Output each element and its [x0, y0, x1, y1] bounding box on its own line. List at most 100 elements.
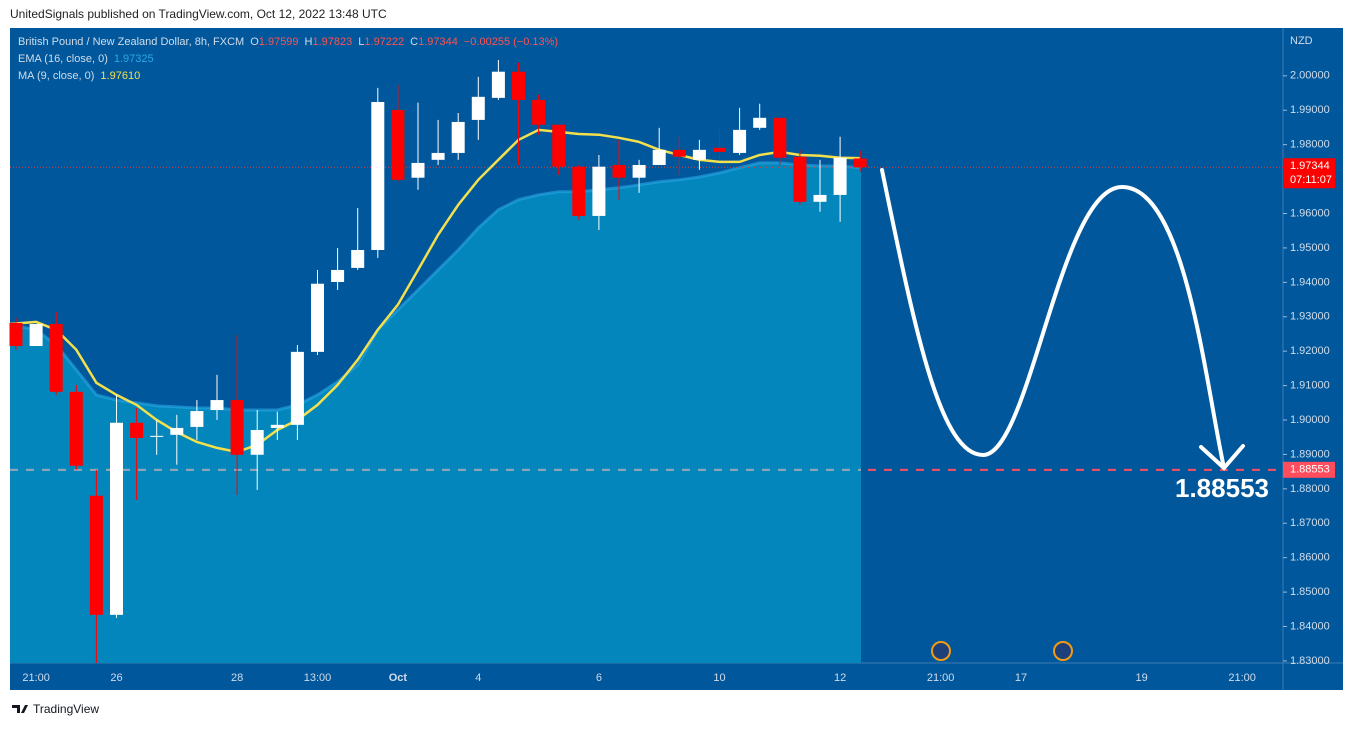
legend-name: MA (9, close, 0) — [18, 70, 94, 82]
legend-name: EMA (16, close, 0) — [18, 53, 108, 65]
y-tick-label: 1.92000 — [1290, 345, 1330, 357]
ohlc-key: C — [410, 36, 418, 48]
change: −0.00255 (−0.13%) — [464, 36, 558, 48]
brand: TradingView — [33, 702, 99, 716]
candle-body — [451, 121, 465, 153]
candle-body — [89, 495, 103, 615]
legend-value: 1.97610 — [100, 70, 140, 82]
candle-body — [69, 391, 83, 466]
candle-body — [592, 166, 606, 216]
candle-body — [572, 166, 586, 216]
candle-body — [431, 152, 445, 160]
y-tick-label: 1.91000 — [1290, 380, 1330, 392]
y-tick-label: 1.88000 — [1290, 483, 1330, 495]
x-tick-label: 4 — [475, 672, 481, 684]
candle-body — [652, 149, 666, 165]
candle-body — [351, 249, 365, 268]
ema-line — [9, 161, 862, 412]
ema-area — [10, 162, 861, 663]
candle-body — [853, 158, 867, 168]
x-tick-label: 6 — [596, 672, 602, 684]
candle-body — [210, 400, 224, 411]
y-tick-label: 1.95000 — [1290, 242, 1330, 254]
ohlc-key: O — [250, 36, 259, 48]
candle-body — [311, 283, 324, 352]
candle-body — [733, 129, 747, 153]
ohlc-value: 1.97823 — [313, 36, 353, 48]
candle-body — [371, 101, 385, 250]
ohlc-value: 1.97222 — [364, 36, 404, 48]
candle-body — [130, 422, 144, 438]
candle-body — [491, 71, 505, 98]
legend: British Pound / New Zealand Dollar, 8h, … — [18, 36, 558, 82]
candle-body — [753, 117, 767, 128]
y-tick-label: 1.98000 — [1290, 139, 1330, 151]
candle-body — [512, 71, 525, 100]
tradingview-logo: TradingView — [12, 702, 99, 716]
candle-body — [110, 422, 123, 615]
x-tick-label: 21:00 — [1228, 672, 1256, 684]
ma-line — [9, 128, 861, 454]
price-label: 1.97344 — [1290, 160, 1330, 172]
y-tick-label: 1.83000 — [1290, 655, 1330, 667]
candle-body — [170, 427, 184, 435]
event-icon[interactable] — [931, 641, 951, 661]
candle-body — [632, 164, 646, 178]
legend-value: 1.97325 — [114, 53, 154, 65]
candle-body — [612, 164, 626, 178]
candle-body — [230, 400, 244, 455]
y-tick-label: 1.85000 — [1290, 586, 1330, 598]
target-label: 1.88553 — [1290, 464, 1330, 476]
candle-body — [552, 124, 566, 167]
y-tick-label: 1.90000 — [1290, 414, 1330, 426]
target-annotation: 1.88553 — [1175, 473, 1269, 503]
x-tick-label: 10 — [713, 672, 725, 684]
x-tick-label: 21:00 — [927, 672, 955, 684]
candle-body — [190, 411, 204, 427]
title: British Pound / New Zealand Dollar, 8h, … — [18, 36, 244, 48]
x-tick-label: 28 — [231, 672, 243, 684]
ohlc-key: H — [305, 36, 313, 48]
x-tick-label: 12 — [834, 672, 846, 684]
x-tick-label: 13:00 — [304, 672, 332, 684]
ohlc-value: 1.97344 — [418, 36, 458, 48]
plot: 1.83000 1.84000 1.85000 1.86000 1.87000 1.880… — [9, 60, 1330, 667]
candle-body — [331, 269, 345, 282]
x-tick-label: 17 — [1015, 672, 1027, 684]
candle-body — [290, 351, 304, 425]
candle-body — [270, 424, 284, 428]
candle-body — [713, 147, 726, 152]
y-tick-label: 2.00000 — [1290, 70, 1330, 82]
x-tick-label: Oct — [389, 672, 408, 684]
event-icon[interactable] — [1053, 641, 1073, 661]
publish-info: UnitedSignals published on TradingView.c… — [10, 7, 387, 21]
candle-body — [471, 96, 485, 120]
x-tick-label: 26 — [110, 672, 122, 684]
target-label-box — [1283, 461, 1335, 478]
x-tick-label: 19 — [1135, 672, 1147, 684]
y-tick-label: 1.87000 — [1290, 517, 1330, 529]
y-tick-label: 1.96000 — [1290, 207, 1330, 219]
currency-label: NZD — [1290, 35, 1313, 47]
candle-body — [833, 157, 847, 195]
candle-body — [29, 323, 43, 347]
candle-body — [9, 322, 23, 347]
symbol-title: British Pound / New Zealand Dollar, 8h, … — [18, 36, 558, 48]
forecast-arrow — [880, 168, 1245, 471]
y-tick-label: 1.84000 — [1290, 620, 1330, 632]
logo-mark — [12, 705, 28, 713]
ma-legend: MA (9, close, 0) 1.97610 — [18, 70, 140, 82]
ohlc-key: L — [358, 36, 364, 48]
countdown: 07:11:07 — [1290, 174, 1332, 186]
price-label-box — [1283, 158, 1335, 189]
x-tick-label: 21:00 — [22, 672, 50, 684]
candle-body — [250, 429, 264, 455]
candle-body — [150, 435, 164, 437]
y-tick-label: 1.99000 — [1290, 104, 1330, 116]
candle-body — [692, 149, 706, 160]
candle-body — [672, 149, 686, 157]
y-tick-label: 1.89000 — [1290, 448, 1330, 460]
candle-body — [49, 323, 63, 392]
